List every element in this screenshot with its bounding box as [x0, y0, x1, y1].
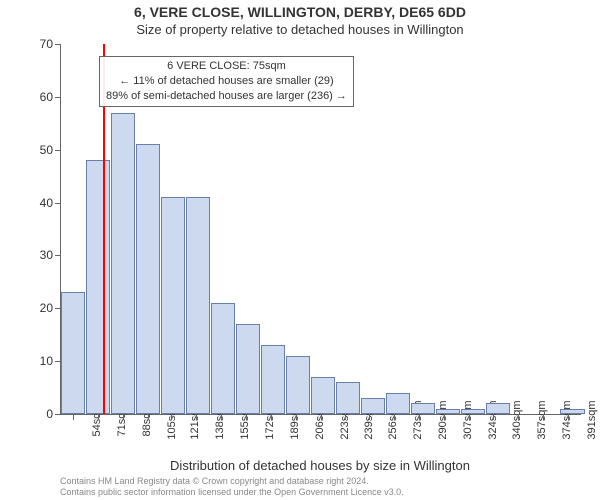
callout-box: 6 VERE CLOSE: 75sqm← 11% of detached hou… [99, 56, 354, 107]
histogram-bar [61, 292, 85, 414]
y-tick-label: 70 [40, 37, 53, 51]
histogram-bar [211, 303, 235, 414]
x-tick-label: 391sqm [568, 400, 598, 439]
histogram-bar [560, 409, 584, 414]
y-tick-label: 50 [40, 143, 53, 157]
histogram-bar [186, 197, 210, 414]
histogram-bar [361, 398, 385, 414]
y-tick-label: 0 [46, 407, 53, 421]
x-axis-label: Distribution of detached houses by size … [60, 458, 580, 473]
histogram-plot: 01020304050607054sqm71sqm88sqm105sqm121s… [60, 44, 581, 415]
y-tick [55, 203, 61, 204]
histogram-bar [161, 197, 185, 414]
histogram-bar [461, 409, 485, 414]
histogram-bar [386, 393, 410, 414]
page-subtitle: Size of property relative to detached ho… [0, 22, 600, 37]
page-title: 6, VERE CLOSE, WILLINGTON, DERBY, DE65 6… [0, 4, 600, 20]
y-tick [55, 44, 61, 45]
histogram-bar [286, 356, 310, 414]
y-tick [55, 150, 61, 151]
histogram-bar [86, 160, 110, 414]
footer-attribution: Contains HM Land Registry data © Crown c… [60, 476, 404, 498]
histogram-bar [111, 113, 135, 414]
y-tick-label: 40 [40, 196, 53, 210]
callout-line: ← 11% of detached houses are smaller (29… [106, 74, 347, 89]
histogram-bar [136, 144, 160, 414]
histogram-bar [311, 377, 335, 414]
y-tick [55, 414, 61, 415]
histogram-bar [336, 382, 360, 414]
y-tick-label: 30 [40, 248, 53, 262]
histogram-bar [236, 324, 260, 414]
y-tick [55, 255, 61, 256]
histogram-bar [261, 345, 285, 414]
y-tick-label: 60 [40, 90, 53, 104]
y-tick-label: 10 [40, 354, 53, 368]
callout-line: 6 VERE CLOSE: 75sqm [106, 59, 347, 74]
histogram-bar [436, 409, 460, 414]
histogram-bar [486, 403, 510, 414]
y-tick [55, 97, 61, 98]
histogram-bar [411, 403, 435, 414]
callout-line: 89% of semi-detached houses are larger (… [106, 89, 347, 104]
y-tick-label: 20 [40, 301, 53, 315]
